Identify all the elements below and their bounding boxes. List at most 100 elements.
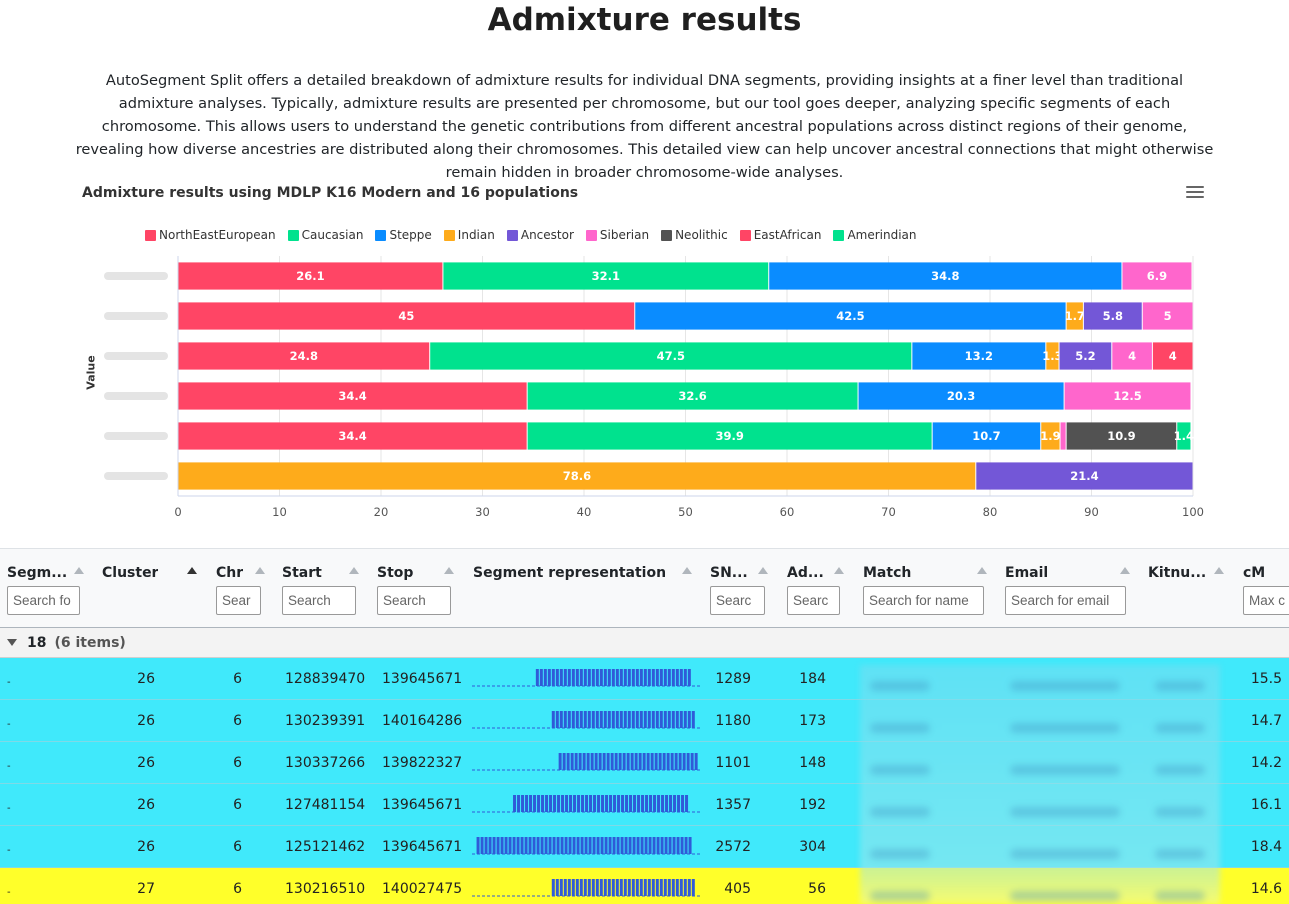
sort-ascending-icon[interactable] xyxy=(444,567,454,574)
segment-tick xyxy=(642,753,646,770)
filter-input-segment[interactable] xyxy=(7,586,80,615)
column-header-match[interactable]: Match xyxy=(856,549,998,629)
segment-tick xyxy=(616,837,620,854)
segment-tick xyxy=(556,837,560,854)
bar-data-label: 1.4 xyxy=(1174,429,1194,443)
filter-input-match[interactable] xyxy=(863,586,984,615)
redacted-text xyxy=(1155,681,1205,691)
segment-tick xyxy=(678,753,682,770)
segment-tick xyxy=(632,837,636,854)
segment-tick xyxy=(664,837,668,854)
sort-ascending-icon[interactable] xyxy=(834,567,844,574)
segment-tick xyxy=(591,879,595,896)
legend-swatch xyxy=(287,229,299,241)
cell-chr: 6 xyxy=(233,713,242,729)
grid-header: Segm... Cluster Chr Start Stop Segment repres… xyxy=(0,548,1289,628)
sort-ascending-icon[interactable] xyxy=(758,567,768,574)
column-label[interactable]: Chr xyxy=(216,565,244,581)
segment-representation xyxy=(472,753,700,771)
segment-tick xyxy=(611,711,615,728)
bar-segment xyxy=(1041,422,1060,450)
column-header-cluster[interactable]: Cluster xyxy=(95,549,209,629)
sort-ascending-icon[interactable] xyxy=(1120,567,1130,574)
column-label[interactable]: Segm... xyxy=(7,565,68,581)
segment-tick xyxy=(609,795,613,812)
column-header-chr[interactable]: Chr xyxy=(209,549,275,629)
cell-cluster: 26 xyxy=(137,671,155,687)
segment-tick xyxy=(652,837,656,854)
group-row[interactable]: 18 (6 items) xyxy=(0,628,1289,658)
sort-ascending-icon[interactable] xyxy=(682,567,692,574)
column-label[interactable]: Stop xyxy=(377,565,414,581)
column-label[interactable]: Segment representation xyxy=(473,565,667,581)
column-label[interactable]: cM xyxy=(1243,565,1266,581)
segment-tick xyxy=(602,753,606,770)
column-label[interactable]: Email xyxy=(1005,565,1049,581)
segment-tick xyxy=(627,669,631,686)
legend-item[interactable]: Siberian xyxy=(585,228,649,242)
segment-tick xyxy=(651,669,655,686)
column-label[interactable]: Match xyxy=(863,565,912,581)
legend-item[interactable]: Steppe xyxy=(375,228,432,242)
segment-tick xyxy=(596,837,600,854)
segment-tick xyxy=(639,669,643,686)
filter-input-cm[interactable] xyxy=(1243,586,1289,615)
cell-chr: 6 xyxy=(233,839,242,855)
column-header-email[interactable]: Email xyxy=(998,549,1141,629)
segment-tick xyxy=(563,879,567,896)
sort-ascending-icon[interactable] xyxy=(349,567,359,574)
column-header-start[interactable]: Start xyxy=(275,549,370,629)
column-header-stop[interactable]: Stop xyxy=(370,549,466,629)
sort-ascending-icon[interactable] xyxy=(74,567,84,574)
column-header-segment[interactable]: Segm... xyxy=(0,549,95,629)
filter-input-email[interactable] xyxy=(1005,586,1126,615)
segment-tick xyxy=(496,837,500,854)
legend-item[interactable]: Caucasian xyxy=(287,228,363,242)
legend-item[interactable]: NorthEastEuropean xyxy=(145,228,276,242)
column-label[interactable]: Start xyxy=(282,565,322,581)
filter-input-ad[interactable] xyxy=(787,586,840,615)
legend-item[interactable]: Ancestor xyxy=(506,228,574,242)
segment-tick xyxy=(671,711,675,728)
segment-tick xyxy=(624,837,628,854)
column-label[interactable]: SN... xyxy=(710,565,748,581)
segment-tick xyxy=(576,837,580,854)
segment-tick xyxy=(670,753,674,770)
x-tick-label: 50 xyxy=(678,505,693,519)
filter-input-start[interactable] xyxy=(282,586,356,615)
sort-ascending-icon[interactable] xyxy=(1214,567,1224,574)
sort-ascending-icon[interactable] xyxy=(255,567,265,574)
filter-input-stop[interactable] xyxy=(377,586,451,615)
segment-tick xyxy=(547,669,551,686)
column-header-cm[interactable]: cM xyxy=(1236,549,1289,629)
filter-input-chr[interactable] xyxy=(216,586,261,615)
cell-stop: 139645671 xyxy=(382,797,463,813)
column-header-snps[interactable]: SN... xyxy=(703,549,780,629)
legend-label: NorthEastEuropean xyxy=(159,228,276,242)
hamburger-menu-icon[interactable] xyxy=(1186,186,1204,200)
legend-item[interactable]: Neolithic xyxy=(661,228,728,242)
segment-tick xyxy=(667,879,671,896)
segment-tick xyxy=(675,669,679,686)
segment-tick xyxy=(647,669,651,686)
column-label[interactable]: Ad... xyxy=(787,565,824,581)
column-label[interactable]: Kitnu... xyxy=(1148,565,1207,581)
x-tick-label: 80 xyxy=(983,505,998,519)
segment-tick xyxy=(541,795,545,812)
sort-ascending-icon[interactable] xyxy=(977,567,987,574)
segment-tick xyxy=(683,669,687,686)
column-label[interactable]: Cluster xyxy=(102,565,159,581)
column-header-segrep[interactable]: Segment representation xyxy=(466,549,703,629)
column-header-ad[interactable]: Ad... xyxy=(780,549,856,629)
segment-tick xyxy=(667,669,671,686)
filter-input-snps[interactable] xyxy=(710,586,765,615)
legend-item[interactable]: Indian xyxy=(443,228,495,242)
segment-tick xyxy=(683,711,687,728)
column-header-kitnum[interactable]: Kitnu... xyxy=(1141,549,1236,629)
sort-ascending-icon[interactable] xyxy=(187,567,197,574)
caret-down-icon[interactable] xyxy=(7,639,17,646)
segment-tick xyxy=(582,753,586,770)
legend-item[interactable]: EastAfrican xyxy=(739,228,821,242)
legend-item[interactable]: Amerindian xyxy=(833,228,917,242)
bar-segment xyxy=(1122,262,1192,290)
